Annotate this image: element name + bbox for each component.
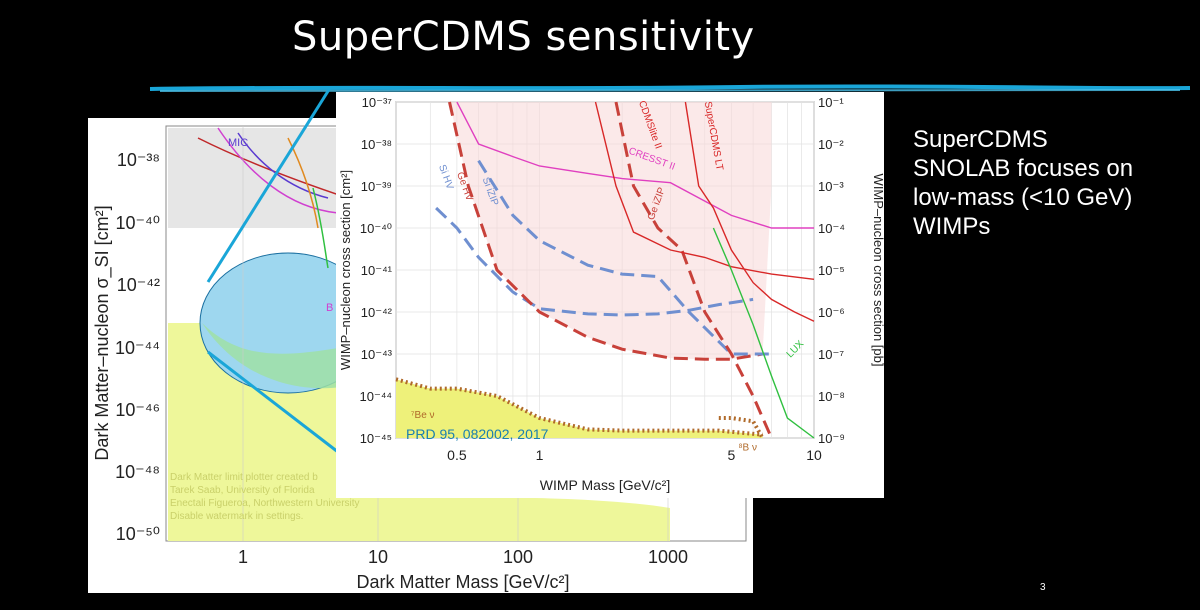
side-text-line: low-mass (<10 GeV) (913, 184, 1133, 211)
side-text-line: SuperCDMS (913, 126, 1048, 153)
y-tick-label-right: 10⁻² (818, 137, 844, 152)
title-underline (149, 84, 1191, 92)
bg-x-tick: 1000 (648, 547, 688, 567)
y-tick-label-left: 10⁻⁴⁴ (360, 389, 393, 404)
neutrino-floor-region (396, 379, 763, 438)
y-tick-label-left: 10⁻³⁷ (362, 95, 393, 110)
side-text-line: SNOLAB focuses on (913, 155, 1134, 182)
series-label: ⁸B ν (738, 443, 757, 454)
y-tick-label-left: 10⁻⁴⁵ (360, 431, 392, 446)
bg-x-tick: 100 (503, 547, 533, 567)
watermark-line: Dark Matter limit plotter created b (170, 472, 318, 483)
series-line-ge-izip (614, 101, 773, 439)
side-description: SuperCDMS SNOLAB focuses on low-mass (<1… (913, 125, 1183, 241)
bg-y-tick: 10⁻⁴⁴ (115, 338, 160, 358)
watermark-line: Tarek Saab, University of Florida (170, 485, 315, 496)
y-tick-label-right: 10⁻³ (818, 179, 844, 194)
y-tick-label-right: 10⁻⁴ (818, 221, 845, 236)
y-tick-label-left: 10⁻⁴¹ (361, 263, 393, 278)
y-tick-label-left: 10⁻⁴³ (361, 347, 393, 362)
side-text-line: WIMPs (913, 213, 991, 240)
series-line-ge-hv (448, 101, 763, 361)
bg-x-tick: 1 (238, 547, 248, 567)
x-axis-label: WIMP Mass [GeV/c²] (540, 477, 670, 493)
slide-title: SuperCDMS sensitivity (292, 14, 755, 60)
x-tick-label: 5 (727, 447, 735, 463)
bg-y-tick: 10⁻⁴² (117, 275, 160, 295)
y-axis-label-left: WIMP–nucleon cross section [cm²] (338, 170, 353, 370)
x-tick-label: 1 (536, 447, 544, 463)
series-line-cdmslite-ii (594, 101, 815, 280)
series-line-supercdms-lt (684, 101, 815, 322)
series-line--b- (718, 416, 765, 439)
bg-y-tick: 10⁻⁵⁰ (116, 524, 160, 544)
series-label: ⁷Be ν (411, 410, 435, 421)
reference-annotation: PRD 95, 082002, 2017 (406, 426, 549, 442)
bg-x-label: Dark Matter Mass [GeV/c²] (356, 572, 569, 592)
y-tick-label-left: 10⁻³⁸ (361, 137, 392, 152)
x-tick-label: 0.5 (447, 447, 467, 463)
series-line-cresst-ii (456, 101, 814, 229)
bg-y-label: Dark Matter–nucleon σ_SI [cm²] (92, 205, 113, 460)
bg-curve-label: MIC (228, 137, 248, 149)
series-line-si-izip (477, 159, 772, 356)
bg-y-tick: 10⁻³⁸ (117, 150, 160, 170)
page-number: 3 (1040, 582, 1046, 593)
bg-curve-label: B (326, 302, 333, 314)
y-tick-label-left: 10⁻⁴⁰ (360, 221, 392, 236)
bg-y-tick: 10⁻⁴⁰ (116, 213, 160, 233)
projected-sensitivity-band (449, 102, 772, 360)
y-tick-label-left: 10⁻⁴² (361, 305, 393, 320)
bg-y-tick: 10⁻⁴⁸ (115, 462, 160, 482)
y-tick-label-left: 10⁻³⁹ (361, 179, 392, 194)
y-tick-label-right: 10⁻⁸ (818, 389, 845, 404)
series-line-lux (712, 227, 815, 439)
bg-x-tick: 10 (368, 547, 388, 567)
x-tick-label: 10 (806, 447, 822, 463)
bg-y-tick: 10⁻⁴⁶ (115, 400, 160, 420)
y-tick-label-right: 10⁻⁵ (818, 263, 845, 278)
y-tick-label-right: 10⁻⁷ (818, 347, 844, 362)
watermark-line: Disable watermark in settings. (170, 511, 303, 522)
y-tick-label-right: 10⁻¹ (818, 95, 844, 110)
y-tick-label-right: 10⁻⁹ (818, 431, 845, 446)
series-line-si-hv (435, 206, 754, 317)
y-axis-label-right: WIMP–nucleon cross section [pb] (871, 174, 884, 367)
y-tick-label-right: 10⁻⁶ (818, 305, 845, 320)
series-line--be- (395, 377, 763, 437)
watermark-line: Enectali Figueroa, Northwestern Universi… (170, 498, 360, 509)
